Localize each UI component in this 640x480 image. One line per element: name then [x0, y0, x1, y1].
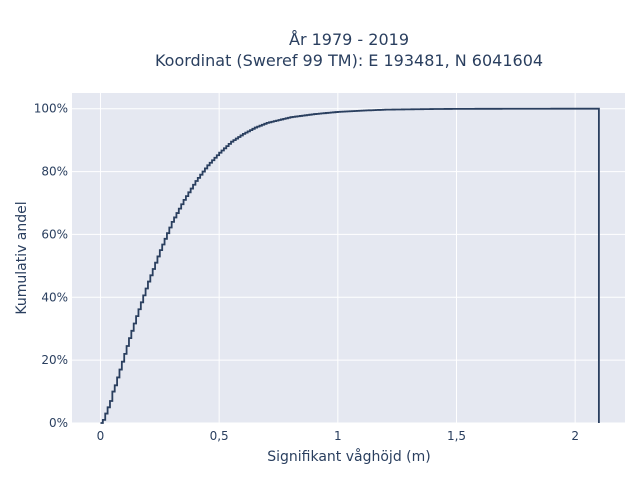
x-tick-label: 2: [571, 429, 579, 443]
x-tick-label: 0,5: [210, 429, 229, 443]
x-axis-title: Signifikant våghöjd (m): [267, 448, 430, 465]
plot-area: [72, 93, 625, 423]
y-tick-label: 0%: [49, 416, 68, 430]
x-tick-label: 1,5: [447, 429, 466, 443]
series-layer: [100, 107, 600, 424]
chart-title-line-1: År 1979 - 2019: [289, 30, 409, 49]
series-line: [100, 107, 600, 424]
y-axis-title: Kumulativ andel: [14, 201, 30, 314]
y-tick-label: 80%: [41, 165, 68, 179]
x-tick-label: 1: [334, 429, 342, 443]
chart-title-line-2: Koordinat (Sweref 99 TM): E 193481, N 60…: [155, 51, 543, 70]
tick-labels: 0 0,5 1 1,5 20%20%40%60%80%100%: [34, 102, 579, 443]
y-tick-label: 20%: [41, 353, 68, 367]
x-tick-label: 0: [97, 429, 105, 443]
y-tick-label: 40%: [41, 290, 68, 304]
y-tick-label: 60%: [41, 227, 68, 241]
y-tick-label: 100%: [34, 102, 68, 116]
